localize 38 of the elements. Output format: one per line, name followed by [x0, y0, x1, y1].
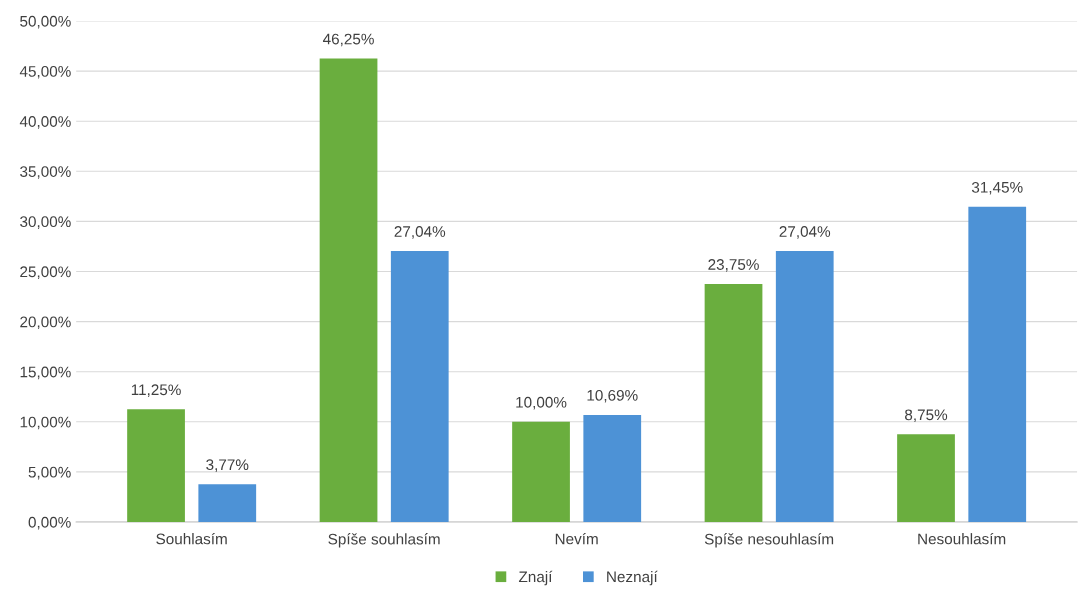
legend-label: Znají: [518, 570, 553, 586]
y-tick-label: 40,00%: [19, 116, 71, 129]
data-label: 10,00%: [516, 396, 567, 410]
data-label: 27,04%: [394, 226, 446, 239]
data-label: 10,69%: [587, 389, 638, 403]
legend-label: Neznají: [607, 570, 658, 586]
bar: [583, 414, 642, 522]
data-label: 11,25%: [131, 384, 181, 397]
data-label: 8,75%: [905, 409, 948, 422]
y-tick-label: 50,00%: [20, 15, 71, 29]
x-tick-label: Souhlasím: [156, 532, 227, 545]
y-tick-label: 25,00%: [20, 266, 71, 279]
y-tick-label: 30,00%: [20, 216, 71, 229]
y-tick-label: 5,00%: [28, 466, 71, 480]
y-tick-label: 35,00%: [20, 166, 71, 179]
x-tick-label: Nesouhlasím: [918, 532, 1006, 545]
x-tick-label: Spíše nesouhlasím: [704, 533, 834, 548]
bar: [968, 206, 1027, 522]
y-tick-label: 0,00%: [28, 516, 71, 530]
y-tick-label: 10,00%: [20, 416, 71, 430]
data-label: 46,25%: [322, 33, 374, 47]
y-tick-label: 45,00%: [19, 65, 71, 79]
bar: [319, 58, 378, 522]
bar: [704, 284, 763, 522]
data-label: 23,75%: [708, 259, 759, 272]
data-label: 27,04%: [779, 226, 831, 239]
x-tick-label: Spíše souhlasím: [328, 533, 440, 548]
y-tick-label: 15,00%: [20, 366, 71, 380]
x-tick-label: Nevím: [555, 532, 598, 545]
bar: [198, 484, 257, 522]
bar: [775, 251, 834, 522]
bar: [390, 251, 449, 522]
bar: [512, 421, 570, 522]
data-label: 3,77%: [206, 459, 249, 472]
data-label: 31,45%: [971, 181, 1023, 195]
y-tick-label: 20,00%: [20, 316, 71, 330]
bar: [897, 434, 955, 522]
bar: [127, 409, 185, 522]
